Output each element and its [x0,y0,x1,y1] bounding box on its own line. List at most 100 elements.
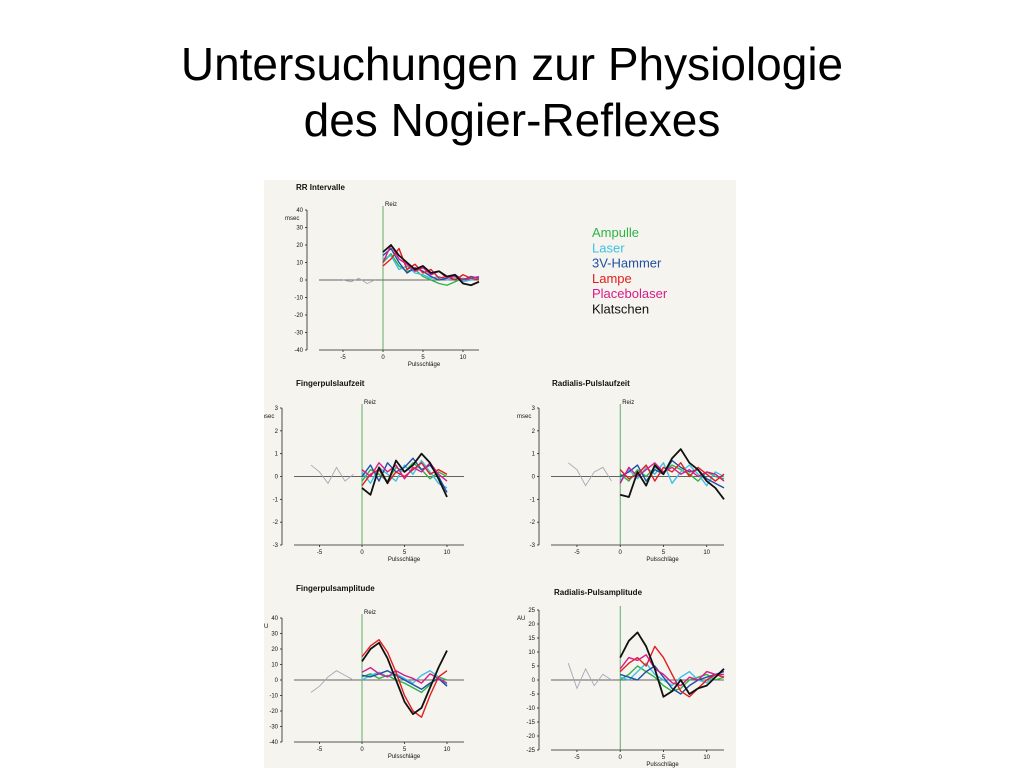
y-axis-label: msec [264,414,274,420]
x-tick-label: 10 [703,550,710,556]
series-line-lampe [382,247,480,281]
x-tick-label: 5 [662,755,666,761]
series-line-klatschen [619,448,725,500]
slide-title-line-1: Untersuchungen zur Physiologie [180,38,844,90]
y-tick-label: -3 [273,543,279,549]
panel-title: Radialis-Pulsamplitude [554,588,643,597]
y-tick-label: -3 [530,543,536,549]
y-tick-label: 0 [532,475,536,481]
x-axis-label: Pulsschläge [646,557,679,563]
legend-entry-lampe: Lampe [592,271,632,286]
x-tick-label: -5 [317,550,323,556]
figure-charts: RR Intervalle-40-30-20-10010203040msec-5… [264,183,725,768]
y-tick-label: 10 [528,650,535,656]
baseline-trace [310,464,354,485]
y-tick-label: -5 [530,692,536,698]
series-line-lampe [361,639,448,718]
series-line-klatschen [361,641,448,715]
y-tick-label: 15 [528,636,535,642]
y-tick-label: -40 [294,348,303,354]
series-line-ampulle [382,253,480,286]
y-tick-label: 25 [528,608,535,614]
y-tick-label: -15 [526,720,535,726]
panel-title: Fingerpulsamplitude [296,584,375,593]
y-tick-label: 1 [532,452,536,458]
series-line-placebolaser [619,654,724,687]
chart-panel-5: Radialis-Pulsamplitude -25 -20 -15 -10 -5 0 5 10… [517,588,725,768]
baseline-trace [310,670,354,693]
y-tick-label: 20 [528,622,535,628]
x-axis-label: Pulsschläge [388,754,421,760]
series-line-3v-hammer [619,665,725,695]
x-tick-label: 0 [619,755,623,761]
series-line-placebolaser [361,666,448,684]
legend: AmpulleLaser3V-HammerLampePlacebolaserKl… [592,225,668,317]
stimulus-label: Reiz [622,400,634,406]
y-tick-label: -1 [273,497,279,503]
legend-entry-laser: Laser [592,240,625,255]
series-line-klatschen [382,244,480,287]
chart-panel-4: Fingerpulsamplitude -40 -30 -20 -10 0 10 20 30 40… [264,584,464,760]
series-line-laser [361,670,448,686]
legend-entry-placebolaser: Placebolaser [592,286,668,301]
baseline-trace [342,277,376,285]
x-tick-label: 5 [403,747,407,753]
y-tick-label: 40 [271,616,278,622]
stimulus-label: Reiz [364,400,376,406]
chart-panel-1: RR Intervalle -40 -30 -20 -10 0 10 20 30 40 msec -5… [285,183,480,368]
y-tick-label: -20 [294,313,303,319]
legend-entry-3v-hammer: 3V-Hammer [592,256,662,271]
series-line-placebolaser [619,462,725,484]
series-line-klatschen [619,631,725,698]
y-tick-label: 40 [296,208,303,214]
y-tick-label: 0 [300,278,304,284]
y-axis-label: AU [517,616,525,622]
x-tick-label: 0 [360,550,364,556]
y-tick-label: 1 [275,452,279,458]
x-tick-label: 10 [444,550,451,556]
y-tick-label: -2 [273,520,279,526]
series-line-laser [382,254,480,283]
series-line-laser [619,462,725,487]
y-tick-label: -10 [526,706,535,712]
y-tick-label: 0 [275,475,279,481]
y-tick-label: 10 [271,663,278,669]
series-line-lampe [361,462,448,487]
x-axis-label: Pulsschläge [408,362,441,368]
scanned-figure: RR Intervalle -40 -30 -20 -10 0 10 20 30 40 msec -5… [264,180,736,768]
x-tick-label: 10 [444,747,451,753]
panel-title: RR Intervalle [296,183,345,192]
y-tick-label: 30 [271,632,278,638]
series-line-lampe [619,645,725,698]
baseline-trace [568,462,612,487]
y-tick-label: -30 [269,725,278,731]
x-tick-label: -5 [574,550,580,556]
x-axis-label: Pulsschläge [646,762,679,768]
x-tick-label: 0 [619,550,623,556]
x-tick-label: 5 [403,550,407,556]
slide-title-line-2: des Nogier-Reflexes [303,94,721,146]
stimulus-label: Reiz [364,610,376,616]
y-tick-label: -25 [526,748,535,754]
y-tick-label: -10 [269,694,278,700]
series-line-klatschen [361,452,448,498]
y-tick-label: 10 [296,261,303,267]
legend-entry-ampulle: Ampulle [592,225,639,240]
x-tick-label: -5 [340,355,346,361]
y-tick-label: 3 [532,406,536,412]
y-tick-label: -20 [526,734,535,740]
x-tick-label: -5 [574,755,580,761]
y-tick-label: 5 [532,664,536,670]
y-tick-label: -40 [269,740,278,746]
series-line-laser [361,459,448,489]
y-tick-label: 0 [532,678,536,684]
y-tick-label: 20 [296,243,303,249]
y-axis-label: AU [264,624,268,630]
y-tick-label: -1 [530,497,536,503]
x-tick-label: 10 [460,355,467,361]
y-tick-label: 30 [296,226,303,232]
legend-entry-klatschen: Klatschen [592,302,649,317]
x-tick-label: -5 [317,747,323,753]
